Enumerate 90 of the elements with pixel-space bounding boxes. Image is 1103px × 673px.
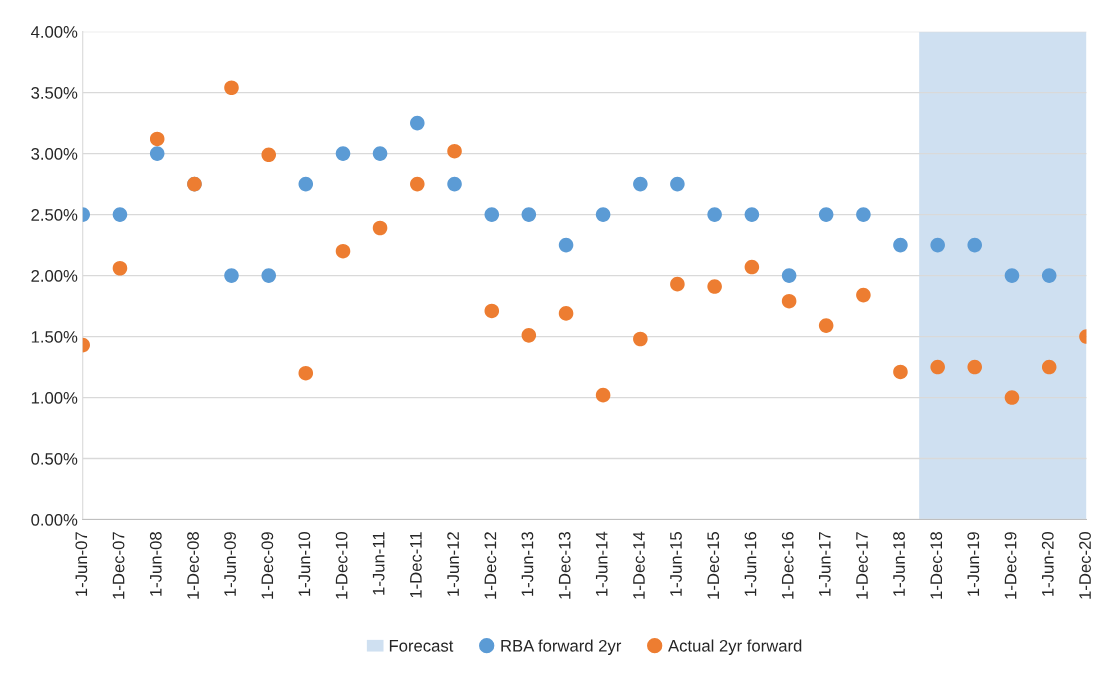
x-tick-label: 1-Jun-11 [372,532,385,595]
point [633,176,648,192]
x-tick-label: 1-Jun-13 [521,532,534,596]
point [1041,359,1057,375]
point [1004,390,1020,405]
x-tick-label: 1-Dec-11 [410,532,422,598]
point [261,147,277,163]
point [707,279,722,294]
x-tick-label: 1-Dec-19 [1004,532,1017,599]
point [335,146,351,161]
point [744,207,760,222]
point [893,237,908,253]
x-tick-label: 1-Jun-10 [298,532,311,596]
y-tick-label: 1.50% [31,330,78,343]
x-tick-label: 1-Dec-12 [484,532,497,599]
point [856,207,871,222]
point [930,237,945,253]
x-tick-label: 1-Dec-15 [707,532,720,599]
point [447,143,462,159]
point [410,176,425,192]
point [930,359,945,375]
x-tick-label: 1-Jun-16 [744,532,757,596]
point [112,260,128,276]
point [633,331,648,347]
point [781,293,797,309]
y-tick-label: 0.00% [31,513,78,526]
point [298,365,314,381]
y-tick-label: 3.00% [31,148,78,160]
point [335,243,351,259]
point [595,387,611,403]
point [149,146,165,161]
y-tick-label: 3.50% [31,87,78,99]
point [1041,268,1057,283]
point [670,176,685,192]
x-tick-label: 1-Jun-20 [1041,532,1054,596]
x-tick-label: 1-Dec-08 [187,532,199,599]
point [558,237,574,253]
x-tick-label: 1-Dec-17 [856,532,868,599]
legend-label: RBA forward 2yr [501,639,622,655]
x-tick-label: 1-Dec-09 [261,532,274,599]
y-tick-label: 1.00% [31,391,78,404]
point [967,359,983,375]
y-tick-label: 2.50% [31,209,78,221]
point [224,80,239,96]
point [1004,268,1020,283]
x-tick-label: 1-Dec-13 [558,532,571,599]
point [707,207,722,222]
point [595,207,611,222]
point [521,328,537,343]
x-tick-label: 1-Jun-08 [149,532,162,596]
point [967,237,983,253]
point [372,220,388,236]
point [744,259,760,275]
x-tick-label: 1-Jun-15 [670,532,682,596]
x-tick-label: 1-Dec-07 [112,532,125,599]
point [856,287,871,303]
x-tick-label: 1-Jun-12 [447,532,460,596]
point [818,207,834,222]
point [224,268,239,283]
point [372,146,388,161]
point [558,306,574,321]
point [298,176,314,192]
y-tick-label: 2.00% [31,269,78,282]
legend-label: Forecast [389,640,454,652]
point [447,176,462,192]
x-tick-label: 1-Dec-10 [335,532,348,599]
x-tick-label: 1-Jun-18 [893,532,905,596]
point [670,276,685,292]
point [484,303,500,319]
point [149,131,165,147]
x-tick-label: 1-Dec-20 [1079,532,1091,599]
point [410,115,425,131]
x-tick-label: 1-Dec-14 [633,531,645,599]
point [521,207,537,222]
point [781,268,797,283]
point [112,207,128,222]
x-tick-label: 1-Dec-18 [930,532,943,599]
x-tick-label: 1-Jun-09 [224,532,236,596]
point [893,364,908,380]
y-tick-label: 4.00% [30,26,78,38]
x-tick-label: 1-Dec-16 [781,532,794,599]
x-tick-label: 1-Jun-17 [819,532,831,596]
point [261,268,277,283]
y-tick-label: 0.50% [31,452,78,465]
legend-label: Actual 2yr forward [668,639,802,655]
x-tick-label: 1-Jun-07 [75,532,88,596]
point [484,207,500,222]
x-tick-label: 1-Jun-19 [967,532,980,596]
point [818,318,834,333]
x-tick-label: 1-Jun-14 [595,531,608,596]
